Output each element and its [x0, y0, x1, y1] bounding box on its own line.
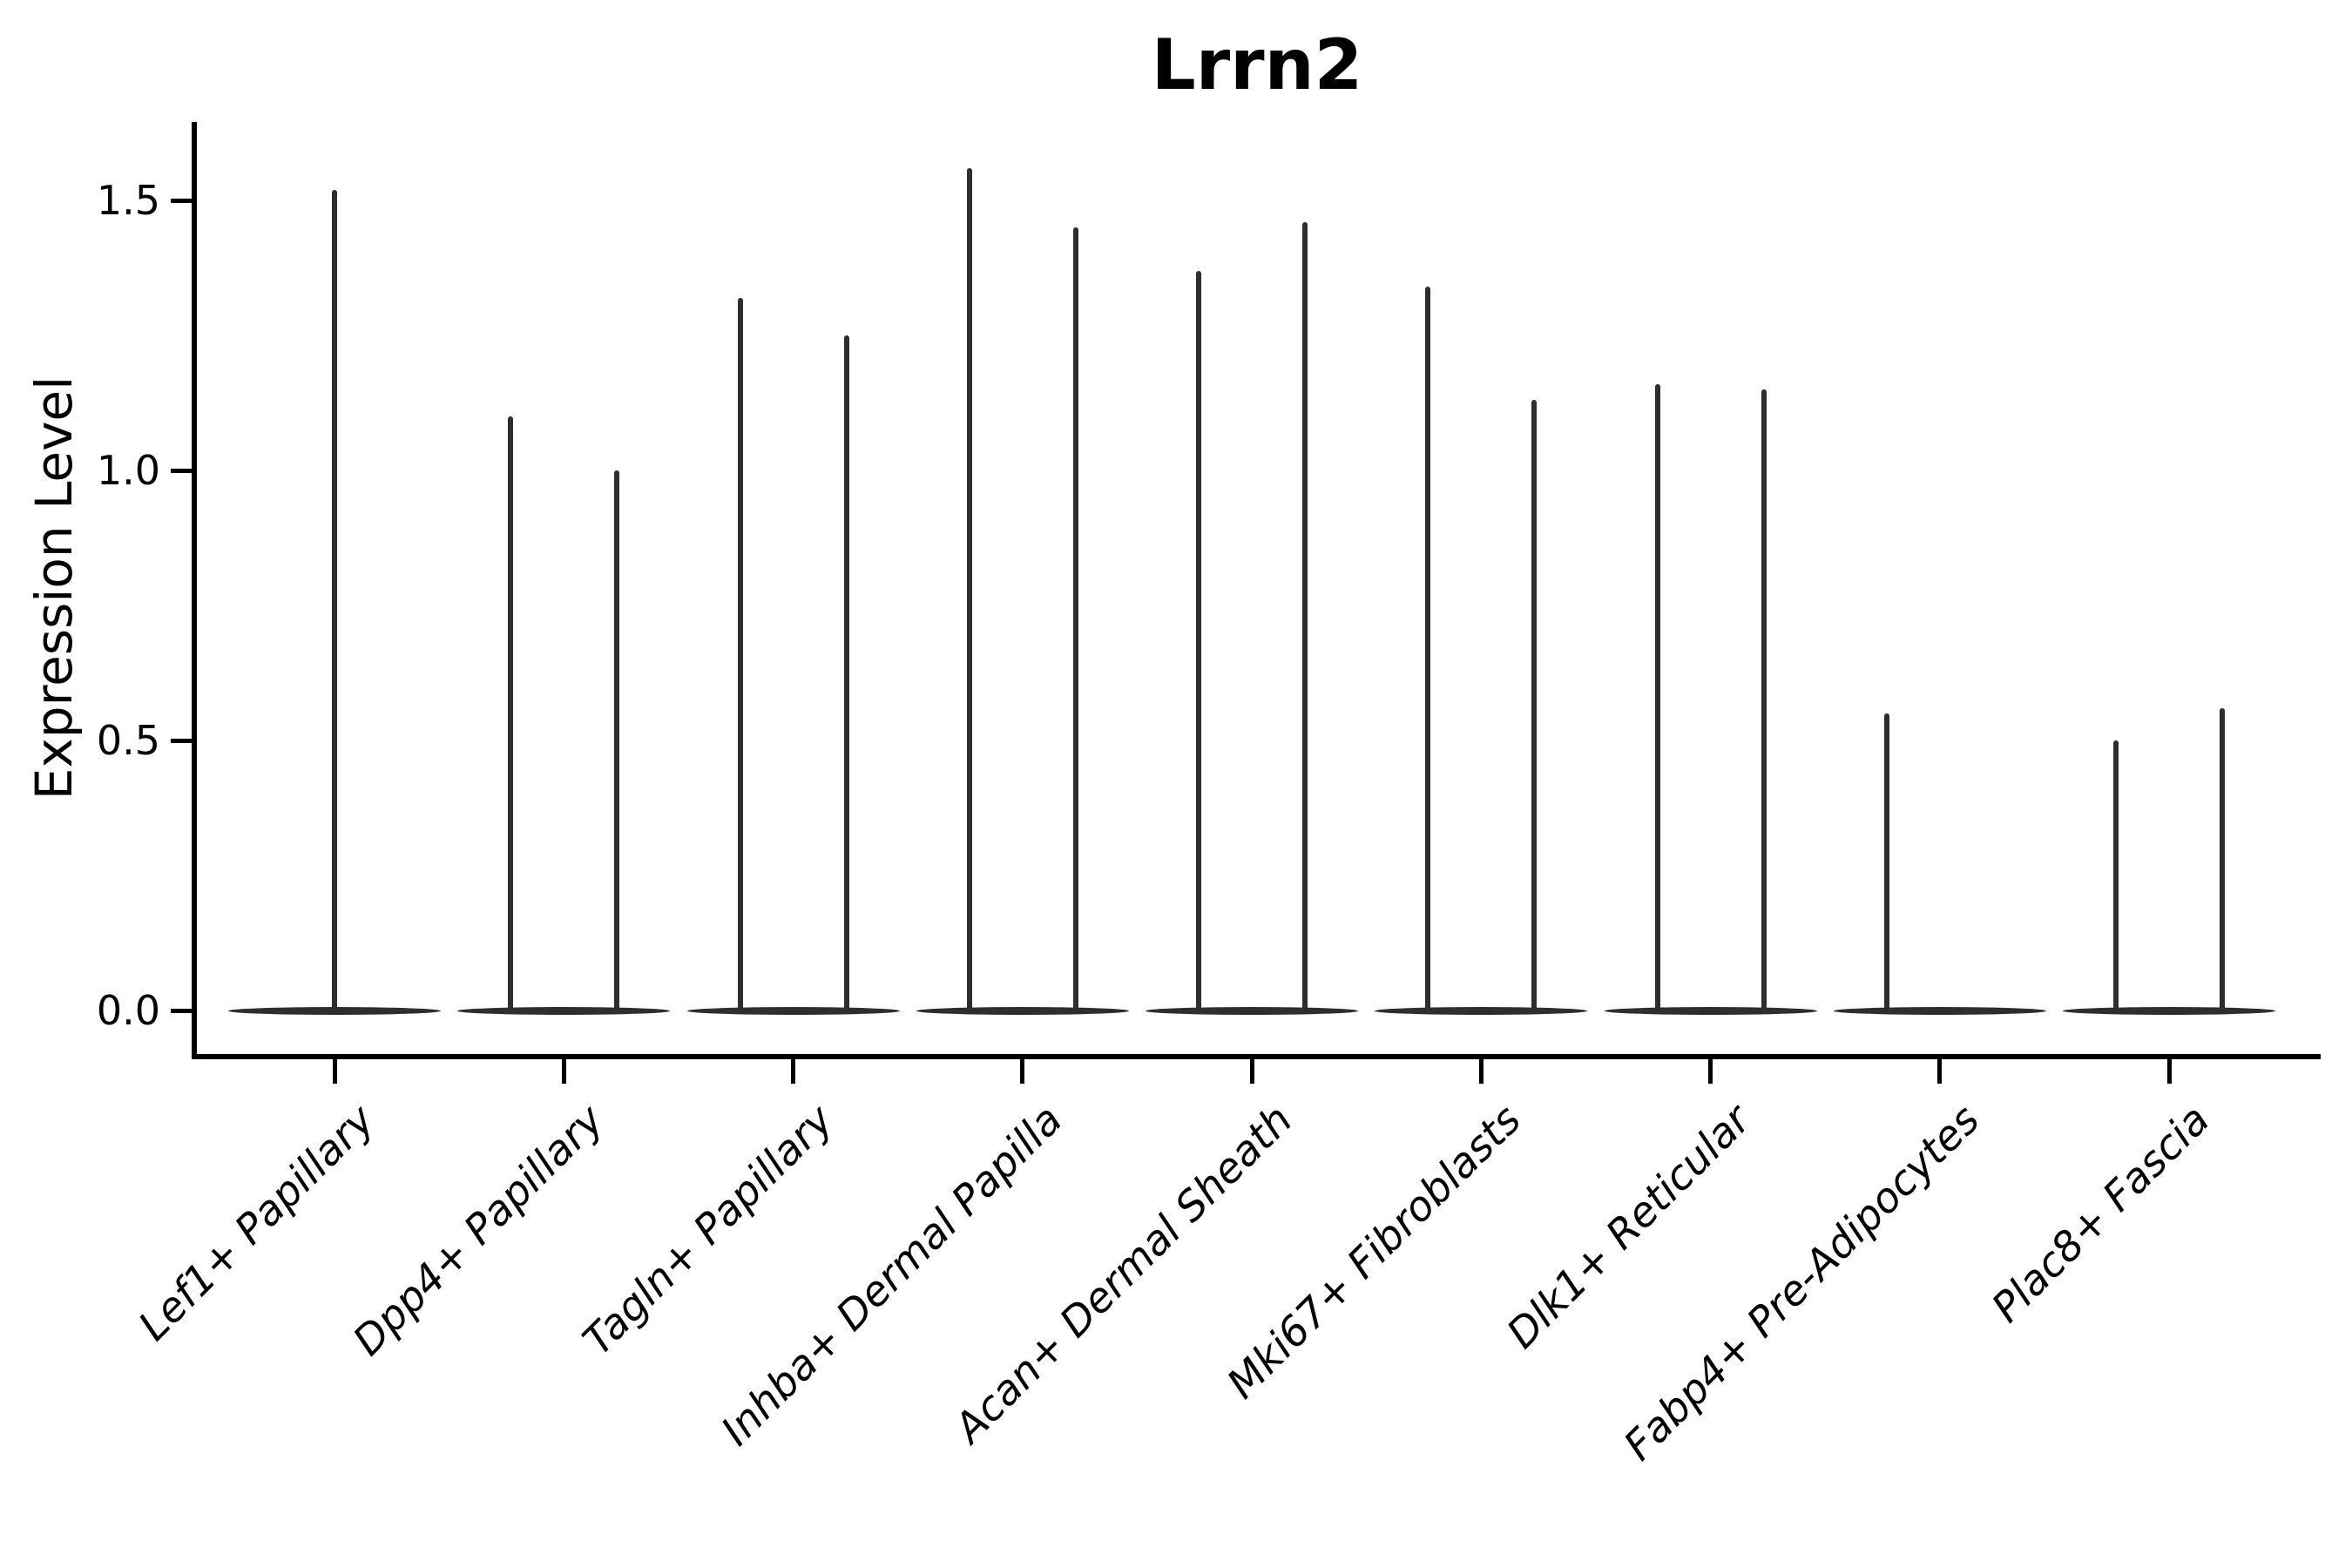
violin-spike: [1883, 713, 1889, 1012]
violin-base: [2063, 1006, 2275, 1015]
violin-spike: [1302, 221, 1308, 1012]
violin-spike: [1196, 270, 1201, 1012]
x-tick-label: Plac8+ Fascia: [1982, 1096, 2219, 1333]
violin-spike: [614, 470, 620, 1012]
y-tick-mark: [171, 1008, 193, 1013]
violin-spike: [1761, 389, 1767, 1012]
violin-base: [457, 1006, 671, 1015]
violin-spike: [1531, 400, 1538, 1012]
x-tick-mark: [332, 1059, 337, 1084]
y-tick-mark: [171, 468, 193, 473]
x-tick-label: Tagln+ Papillary: [573, 1096, 843, 1365]
x-tick-mark: [1708, 1059, 1713, 1084]
x-tick-mark: [1249, 1059, 1254, 1084]
x-tick-mark: [791, 1059, 795, 1084]
violin-spike: [737, 297, 743, 1012]
violin-base: [686, 1006, 900, 1015]
x-tick-label: Dpp4+ Papillary: [344, 1096, 614, 1366]
violin-base: [1833, 1006, 2046, 1015]
y-tick-label: 0.5: [96, 717, 160, 764]
violin-base: [916, 1006, 1129, 1015]
violin-spike: [843, 335, 849, 1012]
chart-title: Lrrn2: [1151, 24, 1363, 105]
y-tick-label: 1.5: [96, 177, 160, 224]
violin-spike: [1072, 227, 1078, 1012]
y-tick-label: 0.0: [96, 987, 160, 1034]
violin-spike: [1654, 383, 1660, 1012]
y-tick-mark: [171, 738, 193, 743]
x-tick-mark: [561, 1059, 566, 1084]
x-tick-mark: [1478, 1059, 1484, 1084]
x-tick-mark: [2166, 1059, 2172, 1084]
violin-base: [1604, 1006, 1817, 1015]
x-tick-label: Lef1+ Papillary: [129, 1096, 384, 1351]
x-tick-mark: [1937, 1059, 1943, 1084]
violin-spike: [966, 167, 972, 1012]
violin-spike: [332, 189, 337, 1012]
violin-spike: [1425, 287, 1431, 1012]
y-tick-label: 1.0: [96, 447, 160, 494]
violin-base: [1146, 1006, 1358, 1015]
x-axis-spine: [192, 1054, 2321, 1059]
violin-spike: [2113, 740, 2119, 1012]
x-tick-label: Dlk1+ Reticular: [1497, 1096, 1761, 1358]
y-axis-spine: [192, 122, 197, 1059]
y-tick-mark: [171, 198, 193, 203]
violin-spike: [2220, 707, 2225, 1012]
x-tick-mark: [1020, 1059, 1025, 1084]
violin-spike: [508, 416, 514, 1012]
violin-base: [1375, 1006, 1588, 1015]
